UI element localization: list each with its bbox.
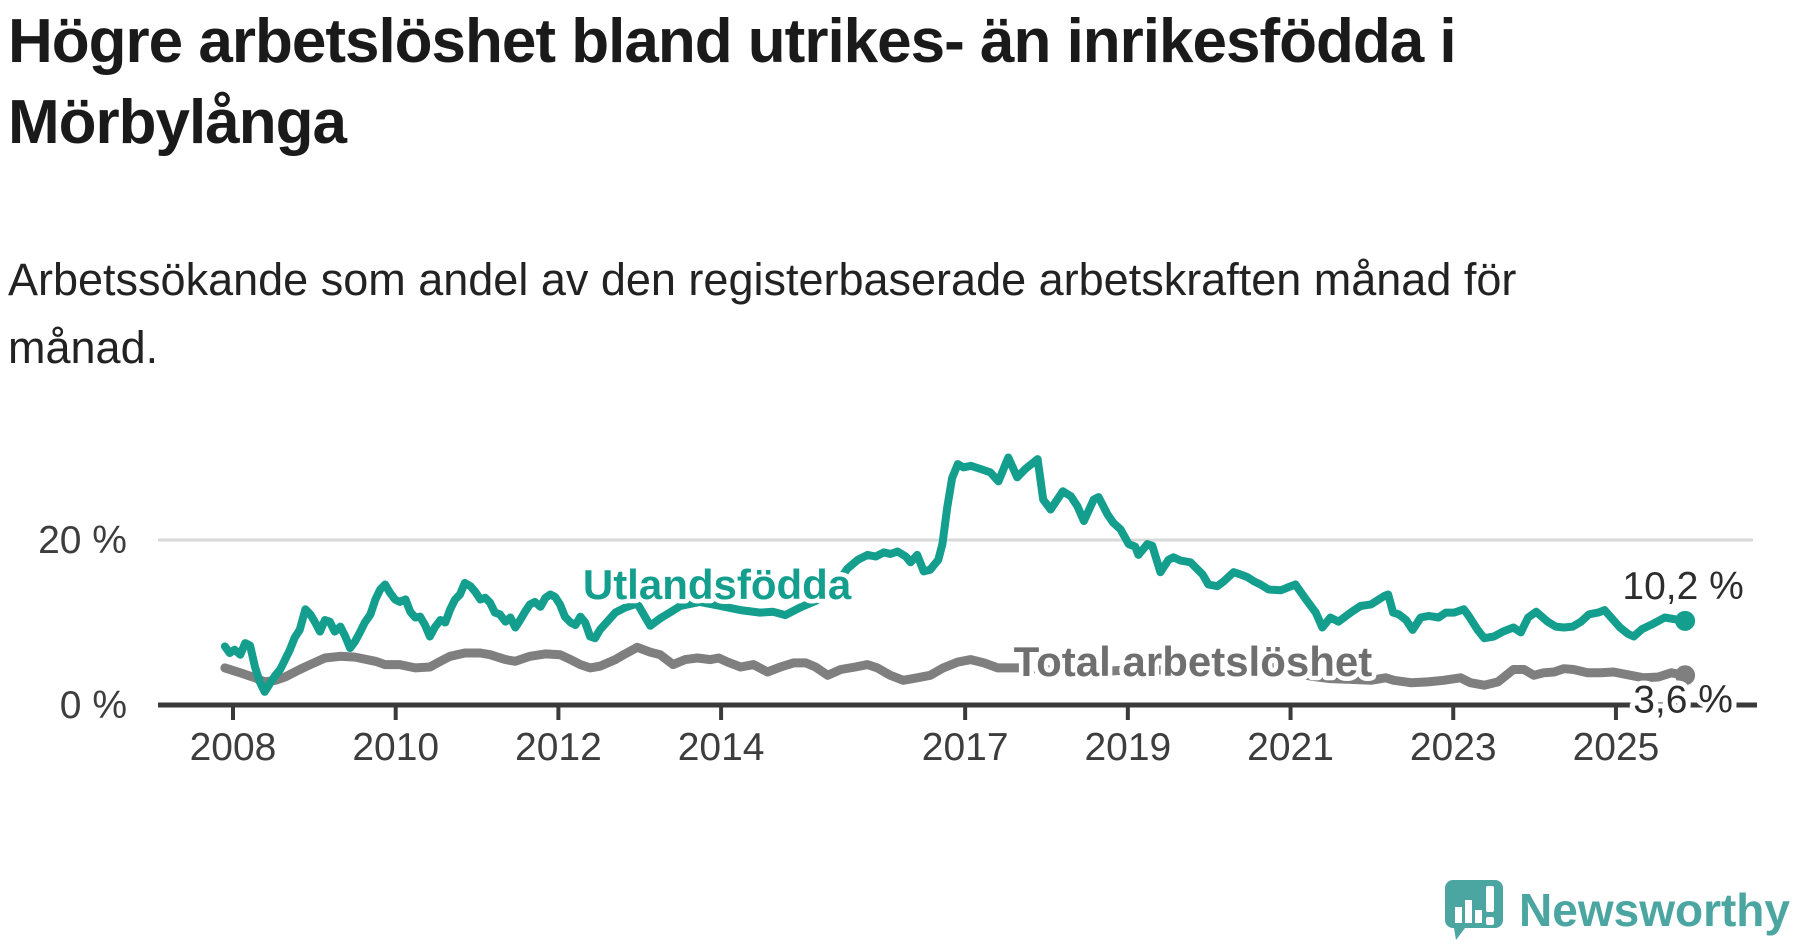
end-value-label-utlandsfodda: 10,2 % — [1622, 565, 1743, 608]
page-subtitle: Arbetssökande som andel av den registerb… — [8, 246, 1708, 381]
x-tick-label-2012: 2012 — [515, 726, 602, 769]
series-line-total — [220, 642, 1690, 690]
x-tick-label-2017: 2017 — [922, 726, 1009, 769]
page-subtitle-line1: Arbetssökande som andel av den registerb… — [8, 254, 1517, 305]
newsworthy-logo: Newsworthy — [1443, 878, 1790, 942]
x-tick-label-2023: 2023 — [1410, 726, 1497, 769]
x-tick-label-2014: 2014 — [678, 726, 765, 769]
x-tick-label-2019: 2019 — [1084, 726, 1171, 769]
newsworthy-logo-text: Newsworthy — [1519, 884, 1790, 936]
x-tick-label-2010: 2010 — [352, 726, 439, 769]
series-label-utlandsfodda: Utlandsfödda — [583, 561, 852, 608]
page-title: Högre arbetslöshet bland utrikes- än inr… — [8, 2, 1788, 163]
y-axis-label-0: 0 % — [60, 684, 127, 727]
y-axis-label-20: 20 % — [38, 519, 127, 562]
end-dot-utlandsfodda — [1675, 610, 1696, 631]
x-tick-label-2025: 2025 — [1573, 726, 1660, 769]
x-tick-label-2008: 2008 — [190, 726, 277, 769]
x-tick-label-2021: 2021 — [1247, 726, 1334, 769]
page-subtitle-line2: månad. — [8, 321, 159, 373]
series-line-utlandsfodda — [220, 453, 1690, 696]
series-label-total: Total arbetslöshet — [1014, 638, 1373, 685]
newsworthy-logo-bubble — [1445, 880, 1504, 940]
newsworthy-logo-icon — [1445, 880, 1504, 940]
end-dot-total — [1675, 665, 1696, 686]
end-value-label-total: 3,6 % — [1633, 678, 1733, 721]
page-title-line1: Högre arbetslöshet bland utrikes- än inr… — [8, 7, 1457, 76]
page-title-line2: Mörbylånga — [8, 87, 347, 157]
